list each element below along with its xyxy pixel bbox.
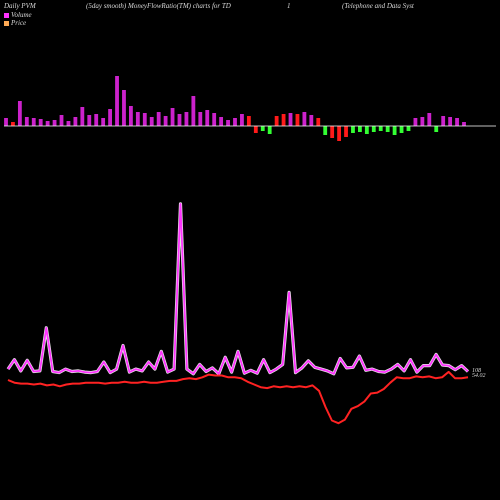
money-flow-bar bbox=[281, 114, 286, 126]
money-flow-bar bbox=[191, 96, 196, 126]
money-flow-bar bbox=[66, 121, 71, 126]
money-flow-bar bbox=[302, 112, 307, 126]
money-flow-bar bbox=[392, 126, 397, 135]
money-flow-bar bbox=[427, 113, 432, 126]
money-flow-bar bbox=[413, 118, 418, 126]
money-flow-bar bbox=[378, 126, 383, 131]
money-flow-line-halo bbox=[6, 202, 470, 376]
money-flow-bar bbox=[371, 126, 376, 132]
money-flow-bar bbox=[94, 114, 99, 126]
money-flow-bar bbox=[246, 116, 251, 126]
money-flow-bar bbox=[142, 113, 147, 126]
money-flow-bar bbox=[149, 117, 154, 126]
money-flow-bar bbox=[177, 114, 182, 126]
money-flow-bar bbox=[316, 118, 321, 126]
money-flow-bars bbox=[4, 76, 466, 141]
money-flow-bar bbox=[455, 118, 459, 126]
money-flow-bar bbox=[163, 116, 168, 126]
money-flow-bar bbox=[267, 126, 272, 134]
money-flow-bar bbox=[11, 122, 15, 126]
money-flow-bar bbox=[344, 126, 348, 137]
money-flow-bar bbox=[330, 126, 335, 138]
legend-volume-label: Volume bbox=[11, 11, 32, 19]
money-flow-bar bbox=[4, 118, 8, 126]
price-end-label-b: 54.02 bbox=[472, 372, 486, 379]
money-flow-bar bbox=[59, 115, 64, 126]
money-flow-bar bbox=[448, 117, 453, 126]
money-flow-bar bbox=[115, 76, 119, 126]
chart-title-number: 1 bbox=[287, 2, 291, 10]
price-end-label-a: 108 bbox=[472, 368, 481, 374]
money-flow-bar bbox=[351, 126, 355, 133]
legend-price-swatch bbox=[4, 20, 9, 26]
price-line bbox=[7, 370, 469, 425]
money-flow-bar bbox=[288, 113, 293, 126]
money-flow-bar bbox=[198, 112, 203, 126]
money-flow-bar bbox=[434, 126, 439, 132]
money-flow-bar bbox=[240, 114, 244, 126]
money-flow-bar bbox=[17, 101, 22, 126]
money-flow-bar bbox=[219, 117, 224, 126]
money-flow-bar bbox=[233, 118, 237, 126]
money-flow-bar bbox=[184, 112, 189, 126]
money-flow-bar bbox=[24, 117, 29, 126]
money-flow-bar bbox=[108, 109, 112, 126]
money-flow-bar bbox=[441, 116, 446, 126]
legend-volume: Volume bbox=[4, 11, 32, 19]
money-flow-bar bbox=[80, 107, 85, 126]
money-flow-bar bbox=[323, 126, 328, 135]
money-flow-bar bbox=[406, 126, 411, 131]
money-flow-bar bbox=[31, 118, 36, 126]
money-flow-bar bbox=[212, 113, 217, 126]
money-flow-bar bbox=[358, 126, 362, 132]
money-flow-bar bbox=[101, 118, 106, 126]
money-flow-bar bbox=[260, 126, 265, 131]
legend-volume-swatch bbox=[4, 12, 9, 18]
legend-price-label: Price bbox=[11, 19, 27, 27]
chart-lines bbox=[6, 202, 470, 425]
money-flow-bar bbox=[385, 126, 390, 132]
money-flow-bar bbox=[129, 106, 133, 126]
money-flow-bar bbox=[462, 122, 466, 126]
money-flow-bar bbox=[253, 126, 258, 133]
money-flow-bar bbox=[364, 126, 369, 134]
money-flow-bar bbox=[399, 126, 404, 133]
money-flow-bar bbox=[52, 120, 57, 126]
money-flow-line bbox=[7, 202, 469, 375]
money-flow-bar bbox=[156, 112, 161, 126]
money-flow-bar bbox=[420, 117, 425, 126]
money-flow-bar bbox=[170, 108, 175, 126]
money-flow-bar bbox=[309, 115, 314, 126]
legend-price: Price bbox=[4, 19, 26, 27]
money-flow-bar bbox=[337, 126, 341, 141]
money-flow-bar bbox=[38, 119, 43, 126]
money-flow-bar bbox=[122, 90, 126, 126]
money-flow-bar bbox=[73, 117, 78, 126]
money-flow-bar bbox=[295, 114, 300, 126]
money-flow-bar bbox=[205, 110, 210, 126]
money-flow-bar bbox=[135, 112, 140, 126]
chart-title-company: (Telephone and Data Syst bbox=[342, 2, 414, 10]
money-flow-bar bbox=[45, 121, 50, 126]
money-flow-bar bbox=[87, 115, 92, 126]
money-flow-bar bbox=[274, 116, 279, 126]
money-flow-bar bbox=[226, 120, 230, 126]
chart-title-main: (5day smooth) MoneyFlowRatio(TM) charts … bbox=[86, 2, 231, 10]
chart-title-left: Daily PVM bbox=[4, 2, 36, 10]
